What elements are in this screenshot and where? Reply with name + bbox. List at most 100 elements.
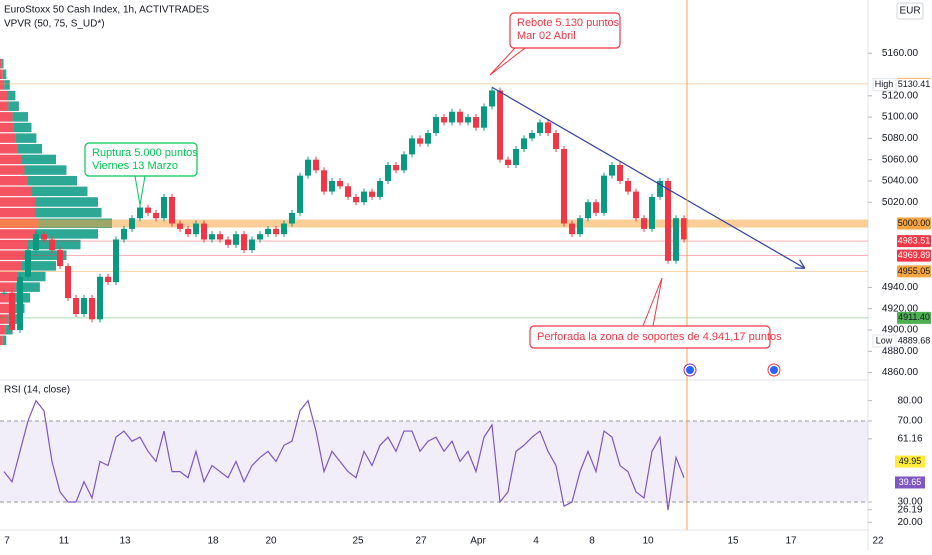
rsi-label: RSI (14, close) [4,385,70,396]
x-tick-label: 22 [872,536,884,547]
price-badge-label: 4889.68 [898,335,931,345]
vp-up [32,187,88,197]
candle-body [257,234,263,239]
vp-down [0,208,35,218]
candle-body [369,192,375,197]
callout-text: Mar 02 Abril [517,30,576,42]
vp-down [0,304,11,314]
y-tick-label: 4940.00 [882,282,919,293]
vp-up [3,336,7,346]
vp-down [0,336,3,346]
vp-down [0,112,13,122]
candle-body [417,138,423,143]
candle-body [401,154,407,170]
tag-label: High [875,79,894,89]
vp-down [0,70,3,80]
y-tick-label: 4860.00 [882,367,919,378]
candle-body [233,234,239,245]
x-tick-label: 4 [533,536,539,547]
candle-body [665,181,671,261]
vp-down [0,261,21,271]
price-badge-label: 4983.51 [898,235,931,245]
price-badge-label: 4955.05 [898,266,931,276]
vp-down [0,144,18,154]
vp-up [28,176,77,186]
candle-body [169,197,175,224]
y-tick-label: 5060.00 [882,154,919,165]
x-tick-label: 15 [727,536,739,547]
candle-body [33,234,39,250]
candle-body [537,122,543,133]
candle-body [377,181,383,197]
vp-down [0,176,28,186]
vp-up [14,123,32,133]
vp-up [21,155,56,165]
candle-body [489,90,495,106]
candle-body [217,234,223,239]
candle-body [281,224,287,235]
candle-body [593,202,599,213]
candle-body [105,277,111,282]
candle-body [345,186,351,197]
y-tick-label: 4880.00 [882,346,919,357]
callout-text: Rebote 5.130 puntos [517,17,620,29]
candle-body [409,138,415,154]
rsi-tick-label: 26.19 [897,504,922,515]
candle-body [241,234,247,250]
candle-body [25,250,31,277]
candle-body [297,176,303,213]
x-tick-label: Apr [470,536,486,547]
rsi-tick-label: 80.00 [897,395,922,406]
x-tick-label: 27 [415,536,427,547]
x-tick-label: 8 [589,536,595,547]
tag-label: Low [876,335,893,345]
candle-body [313,160,319,171]
candle-body [97,277,103,320]
vp-up [15,133,36,143]
candle-body [249,239,255,250]
vp-down [0,282,15,292]
vp-up [25,165,67,175]
candle-body [201,224,207,240]
candle-body [193,224,199,235]
vp-up [13,112,28,122]
candle-body [425,133,431,144]
candle-body [545,122,551,133]
vp-down [0,133,15,143]
y-tick-label: 5080.00 [882,133,919,144]
rsi-band [0,421,868,502]
candle-body [385,165,391,181]
vp-down [0,272,18,282]
candle-body [113,239,119,282]
candle-body [57,250,63,266]
candle-body [433,117,439,133]
candle-body [553,133,559,149]
candle-body [137,208,143,219]
candle-body [17,277,23,330]
vp-down [0,80,4,90]
x-tick-label: 20 [265,536,277,547]
candle-body [561,149,567,224]
candle-body [121,229,127,240]
candle-body [177,224,183,229]
candle-body [337,181,343,186]
x-tick-label: 13 [119,536,131,547]
vp-down [0,91,7,101]
candle-body [465,117,471,122]
candle-body [145,208,151,213]
candle-body [625,181,631,192]
candle-body [601,176,607,213]
vp-down [0,165,25,175]
x-tick-label: 10 [642,536,654,547]
y-tick-label: 5120.00 [882,90,919,101]
vp-down [0,250,25,260]
vp-up [3,70,7,80]
x-tick-label: 18 [207,536,219,547]
price-badge-label: 4969.89 [898,250,931,260]
rsi-tick-label: 20.00 [897,517,922,528]
candle-body [1,293,7,294]
vp-down [0,197,35,207]
candle-body [329,181,335,192]
y-tick-label: 5040.00 [882,176,919,187]
candle-body [673,218,679,261]
